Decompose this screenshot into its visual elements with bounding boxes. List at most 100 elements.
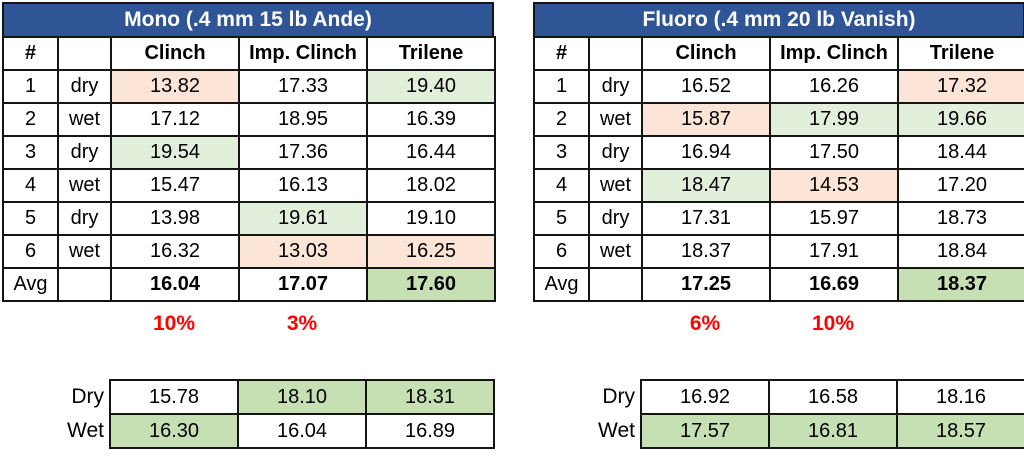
value-cell: 16.32 bbox=[110, 234, 240, 269]
value-cell: 18.95 bbox=[238, 102, 368, 137]
results-table: # Clinch Imp. Clinch Trilene 1 dry 13.82 17.33… bbox=[2, 36, 496, 302]
value-cell: 17.31 bbox=[641, 201, 771, 236]
condition-average-value: 16.04 bbox=[237, 413, 367, 449]
value-cell: 17.36 bbox=[238, 135, 368, 170]
condition-label: wet bbox=[588, 102, 643, 137]
value-cell: 19.61 bbox=[238, 201, 368, 236]
improvement-percent: 3% bbox=[286, 312, 318, 335]
average-label: Avg bbox=[2, 267, 59, 302]
value-cell: 15.97 bbox=[769, 201, 899, 236]
condition-average-label: Dry bbox=[2, 380, 110, 414]
trial-number: 5 bbox=[533, 201, 590, 236]
table-title: Mono (.4 mm 15 lb Ande) bbox=[2, 2, 494, 36]
condition-average-row: Wet 16.30 16.04 16.89 bbox=[2, 413, 495, 449]
condition-average-label: Wet bbox=[533, 414, 641, 448]
average-label: Avg bbox=[533, 267, 590, 302]
condition-average-value: 16.30 bbox=[109, 413, 239, 449]
improvement-percent: 10% bbox=[811, 312, 855, 335]
column-header-row: # Clinch Imp. Clinch Trilene bbox=[533, 36, 1024, 71]
trial-number: 3 bbox=[533, 135, 590, 170]
condition-label: wet bbox=[57, 234, 112, 269]
value-cell: 19.66 bbox=[897, 102, 1024, 137]
condition-label: wet bbox=[588, 168, 643, 203]
table-row: 3 dry 19.54 17.36 16.44 bbox=[2, 135, 496, 170]
value-cell: 15.47 bbox=[110, 168, 240, 203]
average-row: Avg 16.04 17.07 17.60 bbox=[2, 267, 496, 302]
condition-label: dry bbox=[588, 69, 643, 104]
value-cell: 17.12 bbox=[110, 102, 240, 137]
table-row: 2 wet 15.87 17.99 19.66 bbox=[533, 102, 1024, 137]
value-cell: 18.73 bbox=[897, 201, 1024, 236]
condition-average-value: 18.16 bbox=[896, 379, 1024, 415]
table-title: Fluoro (.4 mm 20 lb Vanish) bbox=[533, 2, 1024, 36]
column-header: # bbox=[533, 36, 590, 71]
column-header bbox=[57, 36, 112, 71]
condition-average-value: 16.58 bbox=[768, 379, 898, 415]
condition-label: wet bbox=[57, 102, 112, 137]
average-value-cell: 17.60 bbox=[366, 267, 496, 302]
results-table: # Clinch Imp. Clinch Trilene 1 dry 16.52 16.26… bbox=[533, 36, 1024, 302]
table-row: 1 dry 16.52 16.26 17.32 bbox=[533, 69, 1024, 104]
table-row: 1 dry 13.82 17.33 19.40 bbox=[2, 69, 496, 104]
value-cell: 17.20 bbox=[897, 168, 1024, 203]
value-cell: 17.91 bbox=[769, 234, 899, 269]
average-value-cell: 16.69 bbox=[769, 267, 899, 302]
condition-average-value: 16.81 bbox=[768, 413, 898, 449]
value-cell: 13.82 bbox=[110, 69, 240, 104]
value-cell: 17.32 bbox=[897, 69, 1024, 104]
value-cell: 13.98 bbox=[110, 201, 240, 236]
condition-average-value: 18.57 bbox=[896, 413, 1024, 449]
trial-number: 6 bbox=[533, 234, 590, 269]
condition-label: dry bbox=[588, 201, 643, 236]
table-row: 4 wet 18.47 14.53 17.20 bbox=[533, 168, 1024, 203]
knot-table-fluoro: Fluoro (.4 mm 20 lb Vanish) # Clinch Imp. … bbox=[533, 2, 1024, 449]
value-cell: 19.40 bbox=[366, 69, 496, 104]
results-table-body: 1 dry 16.52 16.26 17.32 2 wet 15.87 17.99 19.66 3 d… bbox=[533, 69, 1024, 302]
trial-number: 6 bbox=[2, 234, 59, 269]
improvement-percent-row: 10% 3% bbox=[110, 302, 494, 346]
trial-number: 5 bbox=[2, 201, 59, 236]
trial-number: 2 bbox=[2, 102, 59, 137]
condition-label bbox=[588, 267, 643, 302]
condition-label bbox=[57, 267, 112, 302]
column-header: Trilene bbox=[366, 36, 496, 71]
average-value-cell: 18.37 bbox=[897, 267, 1024, 302]
average-value-cell: 17.25 bbox=[641, 267, 771, 302]
condition-label: dry bbox=[57, 201, 112, 236]
value-cell: 18.44 bbox=[897, 135, 1024, 170]
condition-average-table: Dry 15.78 18.10 18.31 Wet 16.30 16.04 16.89 bbox=[2, 379, 495, 449]
condition-average-row: Dry 15.78 18.10 18.31 bbox=[2, 379, 495, 415]
condition-average-body: Dry 16.92 16.58 18.16 Wet 17.57 16.81 18.57 bbox=[533, 379, 1024, 449]
value-cell: 16.39 bbox=[366, 102, 496, 137]
average-value-cell: 16.04 bbox=[110, 267, 240, 302]
condition-label: dry bbox=[57, 135, 112, 170]
condition-average-table: Dry 16.92 16.58 18.16 Wet 17.57 16.81 18.57 bbox=[533, 379, 1024, 449]
value-cell: 19.54 bbox=[110, 135, 240, 170]
trial-number: 2 bbox=[533, 102, 590, 137]
value-cell: 18.37 bbox=[641, 234, 771, 269]
table-row: 2 wet 17.12 18.95 16.39 bbox=[2, 102, 496, 137]
trial-number: 1 bbox=[533, 69, 590, 104]
column-header: Trilene bbox=[897, 36, 1024, 71]
column-header: Imp. Clinch bbox=[238, 36, 368, 71]
condition-average-label: Wet bbox=[2, 414, 110, 448]
value-cell: 16.44 bbox=[366, 135, 496, 170]
value-cell: 16.13 bbox=[238, 168, 368, 203]
value-cell: 18.84 bbox=[897, 234, 1024, 269]
condition-average-row: Wet 17.57 16.81 18.57 bbox=[533, 413, 1024, 449]
value-cell: 16.94 bbox=[641, 135, 771, 170]
condition-average-value: 17.57 bbox=[640, 413, 770, 449]
improvement-percent: 6% bbox=[689, 312, 721, 335]
condition-average-value: 16.92 bbox=[640, 379, 770, 415]
table-row: 3 dry 16.94 17.50 18.44 bbox=[533, 135, 1024, 170]
value-cell: 17.99 bbox=[769, 102, 899, 137]
table-row: 5 dry 17.31 15.97 18.73 bbox=[533, 201, 1024, 236]
value-cell: 18.47 bbox=[641, 168, 771, 203]
table-row: 5 dry 13.98 19.61 19.10 bbox=[2, 201, 496, 236]
value-cell: 16.52 bbox=[641, 69, 771, 104]
condition-average-value: 15.78 bbox=[109, 379, 239, 415]
column-header: Clinch bbox=[641, 36, 771, 71]
condition-average-label: Dry bbox=[533, 380, 641, 414]
average-row: Avg 17.25 16.69 18.37 bbox=[533, 267, 1024, 302]
column-header: # bbox=[2, 36, 59, 71]
